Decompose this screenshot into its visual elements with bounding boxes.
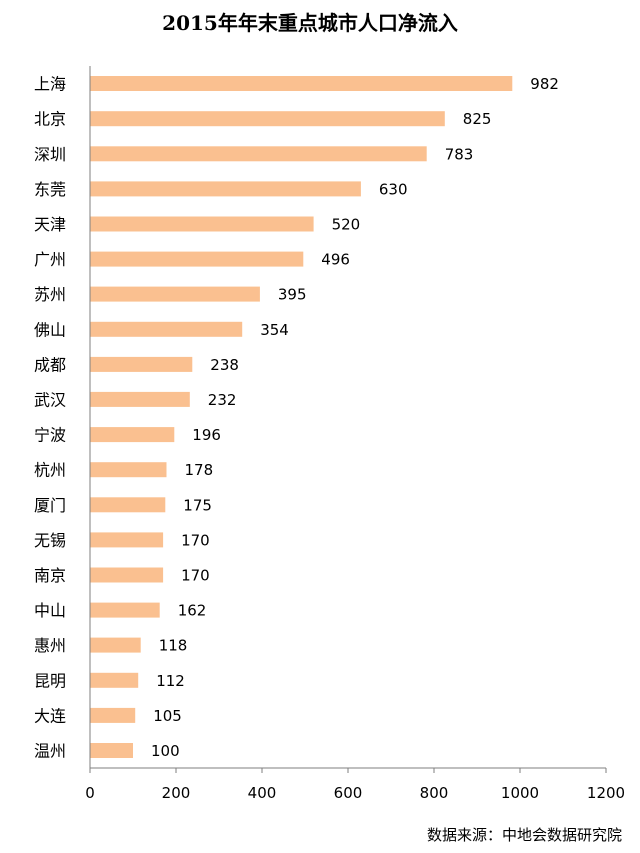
category-label: 厦门 bbox=[34, 496, 66, 515]
category-label: 苏州 bbox=[34, 285, 66, 304]
value-labels-group: 982 825 783 630 520 496 395 354 238 232 196 178 175 1… bbox=[151, 75, 559, 760]
category-label: 惠州 bbox=[34, 636, 66, 655]
value-label: 100 bbox=[151, 742, 180, 760]
bar bbox=[90, 216, 314, 232]
x-tick-label: 600 bbox=[334, 784, 363, 802]
category-label: 武汉 bbox=[34, 390, 66, 409]
value-label: 982 bbox=[530, 75, 559, 93]
category-label: 杭州 bbox=[34, 461, 66, 480]
x-ticks-group: 0 200 400 600 800 1000 1200 bbox=[85, 768, 625, 802]
value-label: 232 bbox=[208, 391, 237, 409]
x-tick-label: 1200 bbox=[587, 784, 625, 802]
value-label: 520 bbox=[332, 216, 361, 234]
bar bbox=[90, 356, 193, 372]
category-label: 深圳 bbox=[34, 145, 66, 164]
bar bbox=[90, 532, 164, 548]
value-label: 395 bbox=[278, 286, 307, 304]
value-label: 118 bbox=[159, 637, 188, 655]
bar bbox=[90, 743, 133, 758]
bar bbox=[90, 321, 243, 337]
category-label: 宁波 bbox=[34, 426, 66, 445]
category-label: 上海 bbox=[34, 75, 66, 94]
bar bbox=[90, 497, 166, 513]
bar bbox=[90, 181, 361, 197]
value-label: 630 bbox=[379, 180, 408, 198]
category-label: 东莞 bbox=[34, 180, 66, 199]
chart-title: 2015年年末重点城市人口净流入 bbox=[162, 11, 458, 35]
value-label: 175 bbox=[183, 496, 212, 514]
category-label: 成都 bbox=[34, 355, 66, 374]
bar bbox=[90, 76, 513, 91]
source-note: 数据来源：中地会数据研究院 bbox=[427, 826, 622, 844]
category-label: 中山 bbox=[34, 601, 66, 620]
value-label: 178 bbox=[185, 461, 214, 479]
category-label: 广州 bbox=[34, 250, 66, 269]
bar bbox=[90, 391, 190, 407]
category-label: 昆明 bbox=[34, 671, 66, 690]
value-label: 496 bbox=[321, 251, 350, 269]
category-label: 南京 bbox=[34, 566, 66, 585]
category-label: 天津 bbox=[34, 215, 66, 234]
bar bbox=[90, 567, 164, 583]
value-label: 196 bbox=[192, 426, 221, 444]
bar bbox=[90, 251, 304, 267]
bar bbox=[90, 672, 139, 688]
value-label: 783 bbox=[445, 145, 474, 163]
bar bbox=[90, 637, 141, 653]
value-label: 825 bbox=[463, 110, 492, 128]
category-label: 佛山 bbox=[34, 320, 66, 339]
x-tick-label: 1000 bbox=[501, 784, 539, 802]
value-label: 162 bbox=[178, 602, 207, 620]
bars-group bbox=[90, 76, 513, 758]
x-tick-label: 200 bbox=[162, 784, 191, 802]
value-label: 170 bbox=[181, 567, 210, 585]
bar bbox=[90, 146, 427, 162]
category-label: 温州 bbox=[34, 742, 66, 761]
bar bbox=[90, 286, 260, 302]
bar bbox=[90, 427, 175, 443]
bar bbox=[90, 462, 167, 478]
bar bbox=[90, 602, 160, 618]
x-tick-label: 400 bbox=[248, 784, 277, 802]
value-label: 238 bbox=[210, 356, 239, 374]
value-label: 170 bbox=[181, 531, 210, 549]
category-label: 大连 bbox=[34, 706, 66, 725]
x-tick-label: 0 bbox=[85, 784, 95, 802]
bar bbox=[90, 707, 136, 723]
value-label: 354 bbox=[260, 321, 289, 339]
category-label: 北京 bbox=[34, 110, 66, 129]
bar bbox=[90, 111, 445, 127]
category-label: 无锡 bbox=[34, 531, 66, 550]
value-label: 112 bbox=[156, 672, 185, 690]
value-label: 105 bbox=[153, 707, 182, 725]
x-tick-label: 800 bbox=[420, 784, 449, 802]
